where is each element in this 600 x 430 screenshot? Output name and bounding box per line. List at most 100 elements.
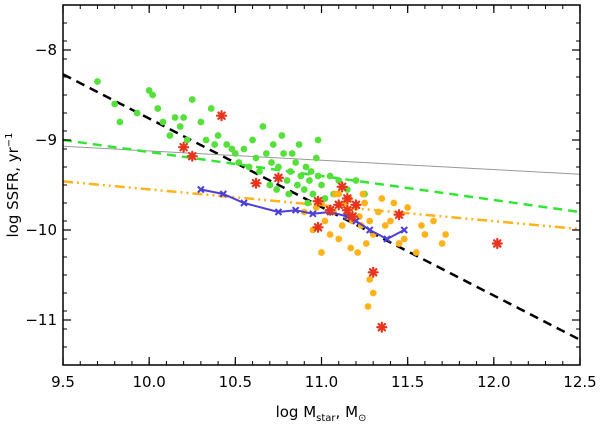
orange-points-point-38 (364, 303, 372, 310)
blue-line-point-10 (383, 235, 391, 243)
orange-points-point-12 (347, 244, 355, 252)
green-points-point-17 (211, 141, 219, 148)
green-points-point-29 (262, 150, 270, 157)
red-stars-point-6 (341, 192, 353, 205)
green-points-point-31 (268, 159, 275, 166)
blue-line-point-2 (240, 199, 248, 207)
orange-points-point-26 (390, 199, 398, 207)
green-points-point-24 (245, 163, 253, 171)
green-points-point-52 (318, 181, 325, 189)
red-stars-point-11 (333, 199, 345, 211)
x-axis-label-sub: star (316, 413, 336, 424)
green-points-point-38 (285, 190, 293, 198)
green-points-point-48 (306, 177, 313, 184)
green-points-point-30 (266, 181, 274, 189)
blue-line-point-1 (219, 190, 227, 198)
y-tick-label-1: −9 (35, 131, 57, 149)
red-stars-point-8 (324, 204, 336, 216)
red-stars-point-2 (186, 150, 198, 162)
x-tick-label-0: 9.5 (51, 373, 75, 391)
red-stars-point-17 (491, 237, 503, 250)
green-points-point-1 (111, 100, 119, 108)
green-points-point-56 (335, 177, 343, 184)
y-tick-label-3: −11 (25, 311, 57, 329)
line-black-dashed (63, 73, 580, 341)
green-points-point-32 (269, 141, 277, 148)
orange-points-point-34 (438, 240, 446, 247)
y-axis-label: log SSFR, yr−1 (4, 132, 22, 237)
green-points-point-39 (287, 168, 294, 175)
green-points-point-44 (297, 172, 305, 180)
green-points-point-50 (312, 154, 320, 162)
red-stars-point-10 (350, 199, 362, 211)
red-stars-point-7 (312, 195, 324, 207)
green-points-point-34 (275, 163, 282, 171)
red-stars-point-14 (312, 221, 324, 233)
x-tick-label-6: 12.5 (563, 373, 596, 391)
red-stars-point-12 (341, 204, 353, 216)
orange-points-point-29 (404, 204, 412, 211)
green-points-point-26 (252, 154, 260, 162)
x-tick-label-3: 11.0 (305, 373, 338, 391)
orange-points-point-4 (321, 217, 329, 225)
orange-points-point-30 (412, 249, 420, 256)
x-axis-label-unit: , M (336, 403, 358, 421)
orange-points-point-28 (400, 235, 408, 243)
green-points-point-27 (256, 168, 263, 175)
green-points-point-11 (180, 114, 188, 121)
green-points-point-37 (283, 177, 291, 184)
green-points-point-0 (94, 78, 101, 85)
orange-points-point-37 (366, 276, 374, 283)
orange-points-point-20 (366, 217, 374, 225)
orange-points-point-8 (335, 235, 343, 243)
reference-lines (63, 73, 580, 341)
green-points-point-47 (304, 199, 312, 207)
green-points-point-5 (149, 91, 157, 99)
green-points-point-23 (240, 145, 248, 153)
green-points-point-15 (202, 136, 210, 144)
green-points-point-54 (326, 172, 334, 180)
x-axis-label: log Mstar, M⊙ (276, 403, 367, 424)
orange-points-point-23 (378, 195, 386, 202)
green-points-point-28 (259, 123, 267, 130)
green-points-point-2 (116, 118, 124, 126)
green-points-point-46 (302, 163, 310, 171)
green-points-point-9 (171, 114, 179, 121)
red-stars-point-15 (367, 266, 379, 278)
green-points-point-25 (249, 136, 256, 144)
line-orange-dashdotdot (63, 180, 580, 231)
line-gray-solid (63, 145, 580, 175)
data-points (94, 78, 503, 333)
orange-points-point-35 (442, 231, 449, 238)
green-points-point-22 (235, 159, 243, 166)
orange-points-point-25 (387, 217, 394, 225)
green-points-point-8 (166, 132, 174, 139)
green-points-point-6 (154, 105, 162, 112)
green-points-point-42 (293, 181, 301, 189)
green-points-point-41 (292, 159, 300, 166)
orange-points-point-32 (421, 231, 429, 238)
blue-line-point-5 (309, 210, 317, 218)
blue-line-point-9 (366, 226, 374, 234)
orange-points-point-42 (359, 190, 367, 198)
green-points-point-49 (309, 190, 317, 198)
orange-points-point-18 (361, 199, 368, 207)
red-stars-point-13 (393, 209, 405, 221)
green-points-point-45 (300, 186, 308, 193)
green-points-point-43 (295, 141, 303, 148)
red-stars-point-16 (376, 321, 388, 333)
orange-points-point-31 (418, 222, 425, 229)
green-points-point-19 (223, 141, 231, 148)
red-stars-point-5 (336, 181, 348, 193)
y-axis-label-sup: −1 (4, 132, 15, 147)
x-tick-label-2: 10.5 (219, 373, 252, 391)
green-points-point-13 (188, 96, 196, 103)
orange-points-point-39 (318, 249, 325, 256)
green-points-point-7 (159, 118, 167, 126)
orange-points-point-27 (395, 240, 403, 247)
x-tick-label-1: 10.0 (132, 373, 165, 391)
orange-points-point-33 (430, 217, 437, 225)
red-stars-point-0 (215, 110, 228, 122)
green-points-point-60 (314, 136, 322, 144)
